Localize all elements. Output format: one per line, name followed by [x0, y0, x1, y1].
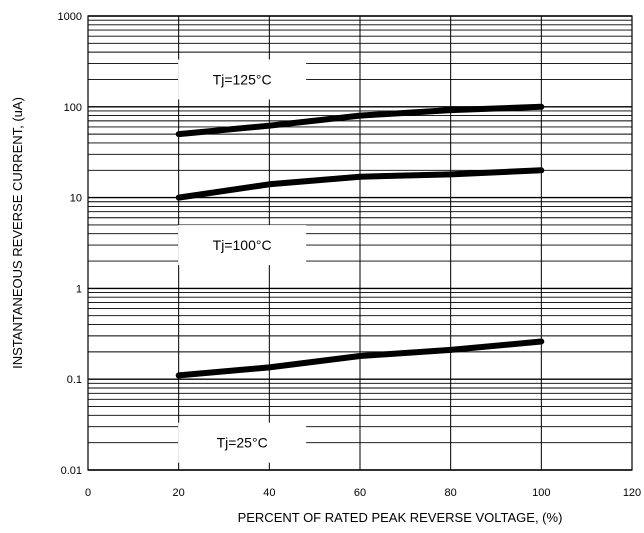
y-tick-label: 0.1: [67, 374, 82, 386]
x-axis-title: PERCENT OF RATED PEAK REVERSE VOLTAGE, (…: [238, 510, 563, 525]
y-tick-label: 100: [64, 102, 82, 114]
x-tick-label: 20: [173, 487, 185, 499]
x-tick-label: 60: [354, 487, 366, 499]
series-label: Tj=125°C: [213, 71, 272, 87]
y-tick-label: 10: [70, 193, 82, 205]
x-tick-label: 80: [445, 487, 457, 499]
plot-frame: [87, 15, 633, 471]
x-tick-label: 0: [85, 487, 91, 499]
x-tick-label: 100: [532, 487, 550, 499]
series-label-box: [178, 225, 307, 266]
series-label: Tj=25°C: [217, 435, 268, 451]
series-line: [175, 103, 545, 138]
series-line: [175, 167, 545, 201]
y-tick-label: 1000: [58, 11, 82, 23]
x-tick-label: 40: [263, 487, 275, 499]
series-line: [175, 338, 545, 379]
y-tick-label: 0.01: [61, 465, 82, 477]
series-label: Tj=100°C: [213, 237, 272, 253]
x-tick-label: 120: [623, 487, 641, 499]
series-label-box: [178, 59, 307, 100]
y-axis-title: INSTANTANEOUS REVERSE CURRENT, (uA): [10, 97, 25, 369]
y-tick-label: 1: [76, 283, 82, 295]
series-label-box: [178, 422, 307, 463]
